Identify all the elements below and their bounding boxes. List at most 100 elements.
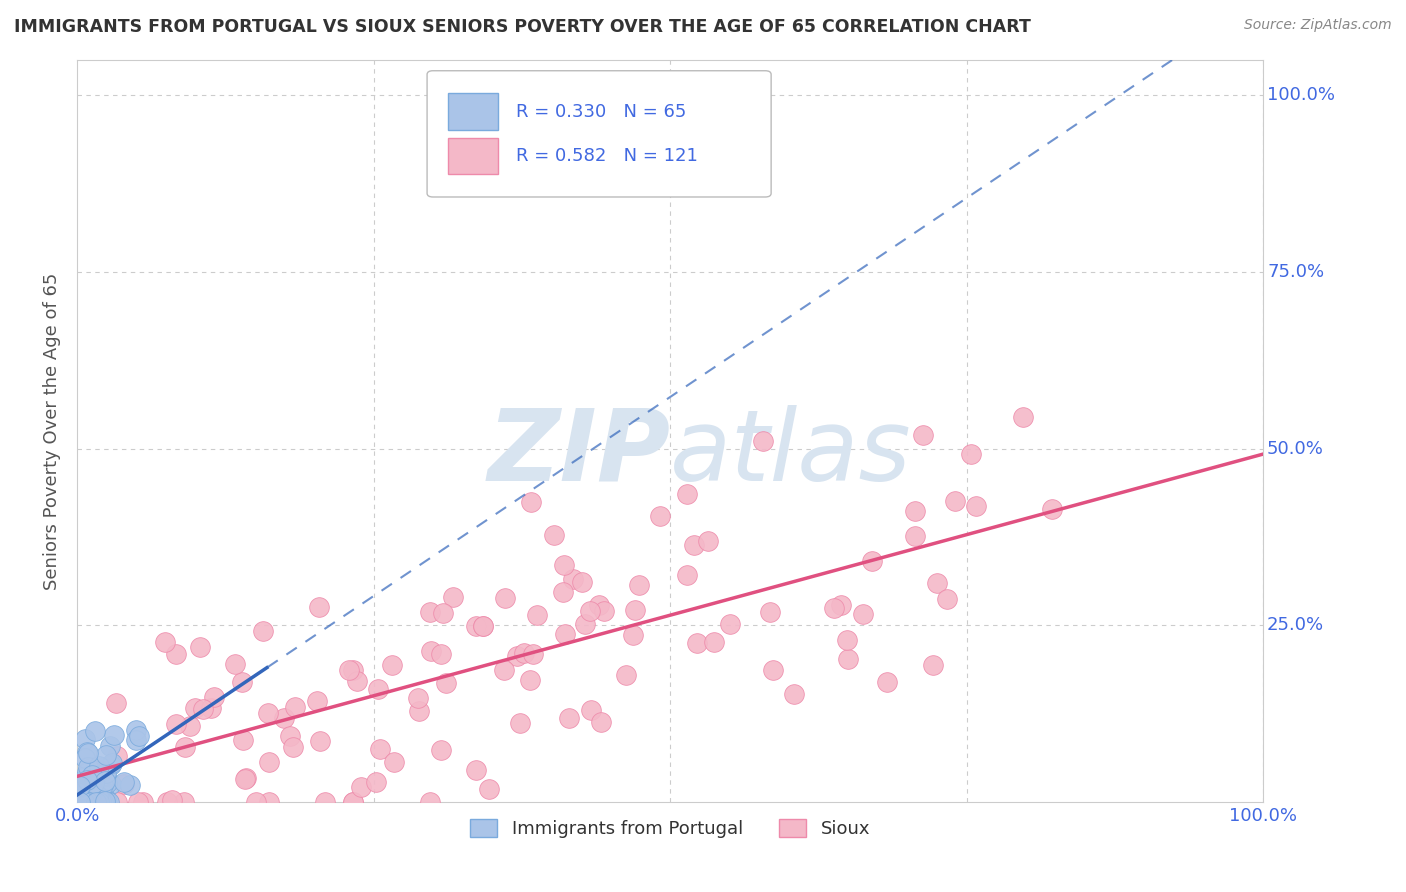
Point	[94, 774, 117, 789]
Point	[132, 795, 155, 809]
Point	[257, 795, 280, 809]
Point	[67, 779, 90, 793]
Point	[342, 795, 364, 809]
Point	[273, 711, 295, 725]
Point	[245, 795, 267, 809]
Point	[675, 568, 697, 582]
Point	[614, 668, 637, 682]
Point	[592, 604, 614, 618]
Point	[86, 795, 108, 809]
Point	[420, 644, 443, 658]
Point	[100, 777, 122, 791]
Point	[73, 795, 96, 809]
Point	[231, 674, 253, 689]
Text: R = 0.330   N = 65: R = 0.330 N = 65	[516, 103, 686, 120]
Point	[125, 723, 148, 738]
Point	[408, 705, 430, 719]
Point	[72, 795, 94, 809]
Point	[381, 658, 404, 673]
Point	[308, 600, 330, 615]
Point	[76, 745, 98, 759]
Point	[76, 746, 98, 760]
Point	[165, 647, 187, 661]
Point	[83, 782, 105, 797]
Point	[703, 634, 725, 648]
Point	[904, 528, 927, 542]
Point	[280, 729, 302, 743]
Point	[650, 509, 672, 524]
Point	[624, 602, 647, 616]
Point	[406, 691, 429, 706]
Text: Source: ZipAtlas.com: Source: ZipAtlas.com	[1244, 18, 1392, 32]
FancyBboxPatch shape	[449, 138, 498, 174]
Legend: Immigrants from Portugal, Sioux: Immigrants from Portugal, Sioux	[463, 812, 877, 846]
Point	[96, 776, 118, 790]
Point	[494, 591, 516, 606]
Point	[90, 794, 112, 808]
Point	[1011, 409, 1033, 424]
Point	[91, 795, 114, 809]
Point	[557, 711, 579, 725]
Point	[76, 795, 98, 809]
Point	[191, 702, 214, 716]
Point	[235, 772, 257, 786]
Point	[184, 701, 207, 715]
Point	[959, 447, 981, 461]
Point	[91, 778, 114, 792]
Point	[257, 756, 280, 770]
Point	[623, 627, 645, 641]
Point	[100, 758, 122, 772]
Point	[75, 795, 97, 809]
Point	[522, 647, 544, 661]
Point	[179, 719, 201, 733]
Point	[87, 795, 110, 809]
Point	[97, 795, 120, 809]
Point	[562, 572, 585, 586]
Point	[73, 792, 96, 806]
Point	[77, 795, 100, 809]
Point	[519, 673, 541, 687]
Point	[79, 761, 101, 775]
Point	[96, 769, 118, 783]
Point	[155, 634, 177, 648]
Point	[66, 795, 89, 809]
Point	[782, 687, 804, 701]
Point	[571, 574, 593, 589]
Point	[73, 732, 96, 747]
Text: 100.0%: 100.0%	[1267, 86, 1336, 104]
Point	[759, 605, 782, 619]
Point	[762, 663, 785, 677]
Point	[367, 681, 389, 696]
Point	[69, 795, 91, 809]
Point	[69, 795, 91, 809]
Point	[1040, 502, 1063, 516]
Point	[314, 795, 336, 809]
Point	[520, 495, 543, 509]
Point	[69, 795, 91, 809]
Text: 50.0%: 50.0%	[1267, 440, 1324, 458]
Point	[200, 701, 222, 715]
Point	[105, 697, 128, 711]
Point	[112, 777, 135, 791]
Point	[430, 743, 453, 757]
Point	[284, 700, 307, 714]
Point	[305, 694, 328, 708]
Point	[98, 739, 121, 754]
Point	[627, 577, 650, 591]
Point	[366, 775, 388, 789]
Text: IMMIGRANTS FROM PORTUGAL VS SIOUX SENIORS POVERTY OVER THE AGE OF 65 CORRELATION: IMMIGRANTS FROM PORTUGAL VS SIOUX SENIOR…	[14, 18, 1031, 36]
Point	[70, 795, 93, 809]
Point	[84, 795, 107, 809]
Point	[429, 647, 451, 661]
Point	[494, 663, 516, 677]
Point	[232, 733, 254, 747]
Point	[936, 592, 959, 607]
Point	[904, 504, 927, 518]
Point	[165, 716, 187, 731]
Point	[346, 673, 368, 688]
Point	[676, 487, 699, 501]
Point	[124, 733, 146, 747]
Point	[66, 785, 89, 799]
Point	[912, 427, 935, 442]
Point	[551, 585, 574, 599]
